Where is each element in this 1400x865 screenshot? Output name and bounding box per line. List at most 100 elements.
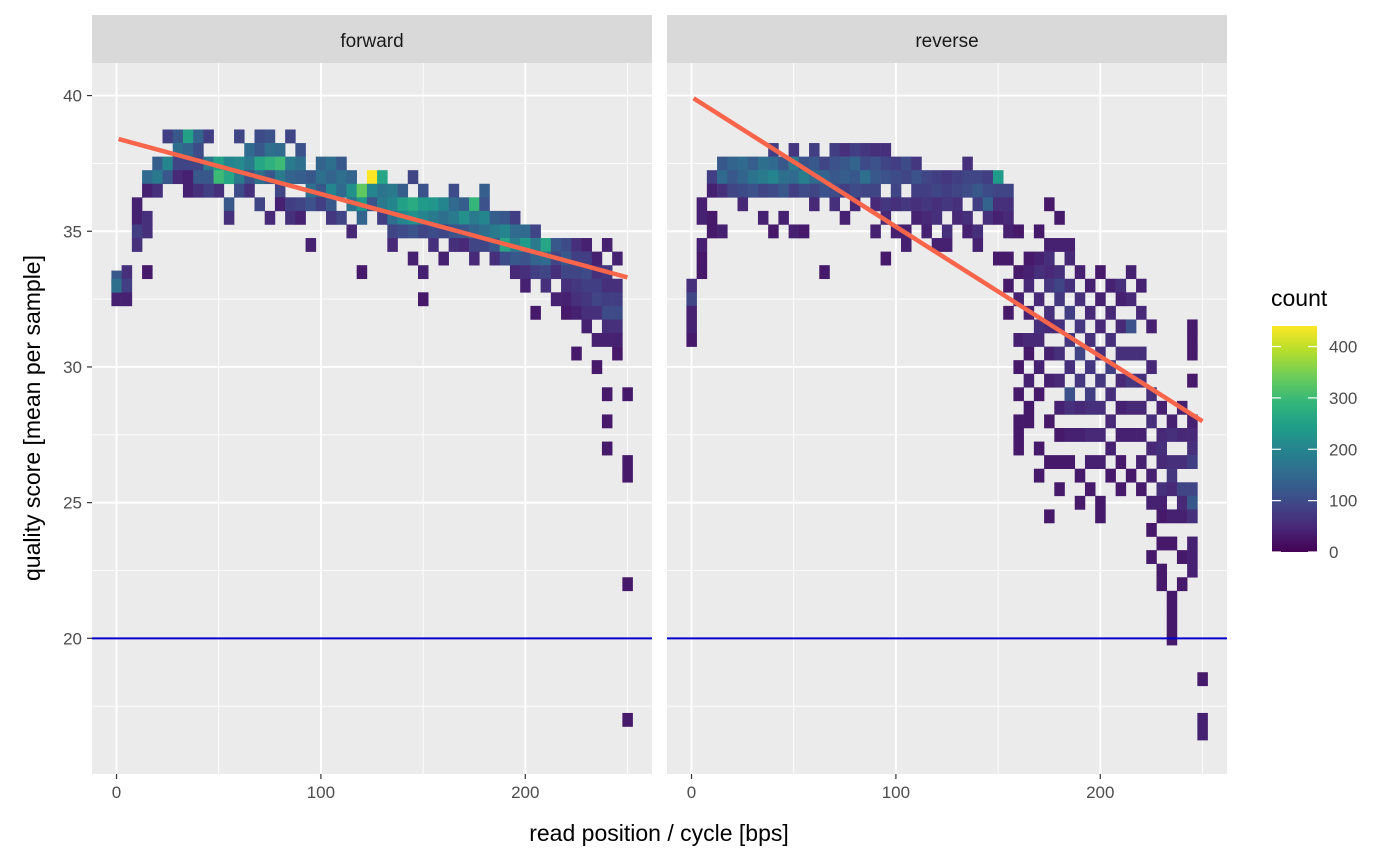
heatmap-tile bbox=[295, 197, 306, 212]
heatmap-tile bbox=[1023, 278, 1035, 293]
heatmap-tile bbox=[520, 265, 531, 280]
heatmap-tile bbox=[1187, 319, 1198, 334]
heatmap-tile bbox=[1054, 238, 1065, 252]
heatmap-tile bbox=[1156, 495, 1168, 510]
heatmap-tile bbox=[622, 455, 633, 470]
heatmap-tile bbox=[686, 319, 697, 334]
heatmap-tile bbox=[591, 251, 603, 266]
heatmap-tile bbox=[489, 210, 501, 225]
heatmap-tile bbox=[992, 210, 1004, 225]
heatmap-tile bbox=[315, 183, 327, 198]
heatmap-tile bbox=[1054, 455, 1065, 470]
heatmap-tile bbox=[1003, 183, 1014, 198]
heatmap-tile bbox=[686, 305, 697, 320]
heatmap-tile bbox=[1044, 278, 1055, 293]
heatmap-tile bbox=[686, 292, 697, 307]
heatmap-tile bbox=[407, 251, 419, 266]
heatmap-tile bbox=[911, 183, 922, 198]
legend-tick-label: 0 bbox=[1329, 543, 1338, 562]
heatmap-tile bbox=[768, 183, 779, 198]
heatmap-tile bbox=[469, 224, 480, 239]
heatmap-tile bbox=[972, 224, 984, 239]
heatmap-tile bbox=[737, 197, 749, 212]
heatmap-tile bbox=[1095, 346, 1106, 361]
legend-tick-label: 100 bbox=[1329, 492, 1357, 511]
heatmap-tile bbox=[213, 183, 225, 198]
heatmap-tile bbox=[870, 183, 881, 198]
heatmap-tile bbox=[571, 346, 582, 361]
heatmap-tile bbox=[591, 333, 603, 347]
heatmap-tile bbox=[142, 224, 153, 239]
heatmap-tile bbox=[1044, 346, 1055, 361]
heatmap-tile bbox=[234, 156, 245, 171]
heatmap-tile bbox=[870, 156, 881, 171]
heatmap-tile bbox=[1074, 319, 1086, 334]
heatmap-tile bbox=[1054, 373, 1065, 388]
heatmap-tile bbox=[1033, 441, 1045, 456]
heatmap-tile bbox=[941, 183, 953, 198]
heatmap-tile bbox=[581, 319, 593, 334]
heatmap-tile bbox=[1146, 441, 1157, 456]
heatmap-tile bbox=[1166, 468, 1178, 483]
heatmap-tile bbox=[223, 197, 235, 212]
heatmap-tile bbox=[962, 183, 973, 198]
heatmap-tile bbox=[696, 238, 708, 252]
heatmap-tile bbox=[540, 278, 552, 293]
heatmap-tile bbox=[612, 292, 623, 307]
heatmap-tile bbox=[1156, 577, 1168, 592]
heatmap-tile bbox=[1105, 305, 1116, 320]
heatmap-tile bbox=[1146, 550, 1157, 564]
heatmap-tile bbox=[1105, 468, 1116, 483]
heatmap-tile bbox=[778, 156, 789, 171]
heatmap-tile bbox=[717, 170, 728, 185]
heatmap-tile bbox=[356, 210, 368, 225]
heatmap-tile bbox=[407, 197, 419, 212]
heatmap-tile bbox=[962, 210, 973, 225]
heatmap-tile bbox=[860, 143, 871, 157]
heatmap-tile bbox=[1176, 427, 1188, 442]
heatmap-tile bbox=[499, 210, 511, 225]
heatmap-tile bbox=[1156, 455, 1168, 470]
heatmap-tile bbox=[264, 143, 276, 157]
heatmap-tile bbox=[336, 183, 347, 198]
heatmap-tile bbox=[479, 238, 490, 252]
heatmap-tile bbox=[1095, 495, 1106, 510]
heatmap-tile bbox=[860, 156, 871, 171]
heatmap-tile bbox=[1105, 441, 1116, 456]
heatmap-tile bbox=[788, 224, 800, 239]
heatmap-tile bbox=[1095, 265, 1106, 280]
heatmap-tile bbox=[1023, 265, 1035, 280]
heatmap-tile bbox=[1095, 319, 1106, 334]
heatmap-tile bbox=[1033, 292, 1045, 307]
heatmap-tile bbox=[1136, 482, 1147, 497]
heatmap-tile bbox=[880, 143, 892, 157]
heatmap-tile bbox=[295, 210, 306, 225]
heatmap-tile bbox=[366, 197, 378, 212]
heatmap-tile bbox=[860, 170, 871, 185]
heatmap-tile bbox=[509, 265, 521, 280]
heatmap-tile bbox=[540, 238, 552, 252]
legend-colorbar bbox=[1272, 326, 1317, 552]
heatmap-tile bbox=[1176, 509, 1188, 524]
heatmap-tile bbox=[1166, 604, 1178, 619]
heatmap-tile bbox=[839, 143, 851, 157]
heatmap-tile bbox=[561, 238, 572, 252]
panel-reverse: reverse bbox=[667, 15, 1227, 774]
heatmap-tile bbox=[121, 265, 133, 280]
heatmap-tile bbox=[1013, 224, 1024, 239]
heatmap-tile bbox=[1074, 427, 1086, 442]
heatmap-tile bbox=[1033, 387, 1045, 402]
heatmap-tile bbox=[1105, 387, 1116, 402]
heatmap-tile bbox=[1033, 468, 1045, 483]
heatmap-tile bbox=[1166, 482, 1178, 497]
heatmap-tile bbox=[890, 224, 902, 239]
heatmap-tile bbox=[571, 305, 582, 320]
heatmap-tile bbox=[880, 251, 892, 266]
heatmap-tile bbox=[1136, 400, 1147, 415]
heatmap-tile bbox=[182, 143, 194, 157]
heatmap-tile bbox=[901, 197, 912, 212]
heatmap-tile bbox=[172, 143, 184, 157]
heatmap-tile bbox=[737, 156, 749, 171]
heatmap-tile bbox=[152, 170, 163, 185]
heatmap-tile bbox=[849, 197, 861, 212]
